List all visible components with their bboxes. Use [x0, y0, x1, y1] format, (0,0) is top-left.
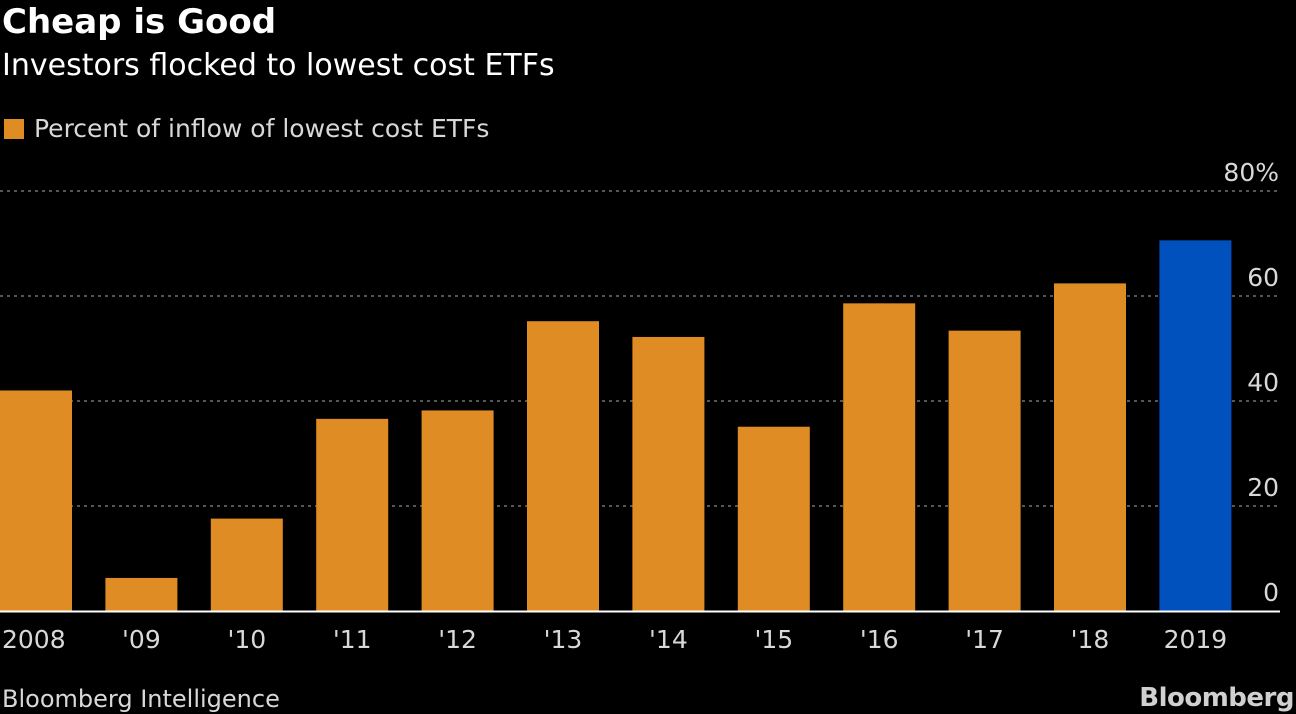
bar	[948, 330, 1021, 611]
bar	[316, 418, 389, 611]
bar	[843, 303, 916, 611]
legend-swatch	[4, 119, 24, 139]
x-tick-label: '10	[227, 625, 266, 654]
bar	[421, 410, 494, 611]
x-tick-label: '18	[1071, 625, 1110, 654]
x-tick-label: '11	[333, 625, 372, 654]
x-tick-label: '17	[965, 625, 1004, 654]
chart-subtitle: Investors flocked to lowest cost ETFs	[2, 48, 555, 83]
source-note: Bloomberg Intelligence	[2, 685, 280, 713]
y-tick-label: 40	[1247, 368, 1279, 397]
x-tick-label: '13	[544, 625, 583, 654]
bar	[1159, 240, 1232, 611]
bar	[210, 518, 283, 611]
y-tick-label: 60	[1247, 263, 1279, 292]
x-tick-label: '09	[122, 625, 161, 654]
x-tick-label: '14	[649, 625, 688, 654]
bloomberg-logo: Bloomberg	[1139, 683, 1294, 713]
x-tick-label: '16	[860, 625, 899, 654]
x-tick-label: 2019	[1164, 625, 1228, 654]
y-tick-label: 80%	[1223, 158, 1279, 187]
bar	[527, 321, 599, 611]
bar	[1054, 283, 1126, 611]
bar	[737, 426, 810, 611]
y-tick-label: 0	[1263, 578, 1279, 607]
x-tick-label: '15	[754, 625, 793, 654]
x-tick-label: 2008	[2, 625, 66, 654]
bar	[632, 336, 705, 611]
x-tick-label: '12	[438, 625, 477, 654]
bar	[105, 577, 178, 611]
legend-label: Percent of inflow of lowest cost ETFs	[34, 114, 490, 143]
chart-title: Cheap is Good	[2, 2, 277, 42]
legend: Percent of inflow of lowest cost ETFs	[4, 112, 489, 146]
bar	[0, 390, 72, 611]
y-tick-label: 20	[1247, 473, 1279, 502]
